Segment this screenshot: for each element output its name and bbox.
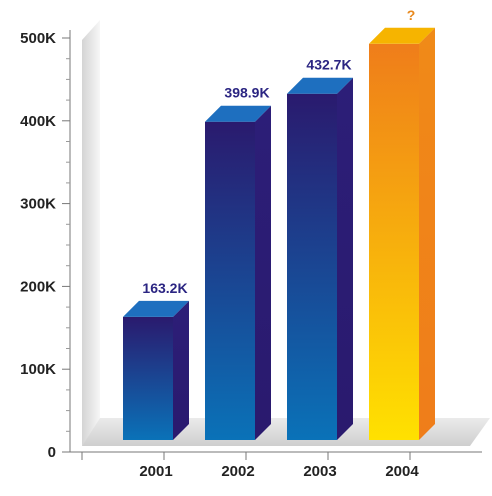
bar-front-face [287,93,337,441]
y-axis-ticks: 0 100K 200K 300K 400K 500K [20,30,70,461]
y-tick-label: 400K [20,113,56,130]
data-labels: 163.2K 398.9K 432.7K? [142,7,415,296]
bar-front-face [123,316,173,440]
bar-front-face [205,121,255,440]
bar-top-face [287,77,353,94]
y-tick-label: 500K [20,30,56,47]
y-tick-label: 300K [20,196,56,213]
bar-top-face [369,27,435,44]
bar-side-face [419,27,435,441]
y-tick-label: 100K [20,361,56,378]
bar-2001 [123,300,189,440]
bar-top-face [123,300,189,317]
bars [123,27,435,441]
x-tick-label: 2003 [303,463,336,480]
y-tick-label: 200K [20,278,56,295]
bar-2003 [287,77,353,441]
x-tick-label: 2001 [139,463,172,480]
data-label-2004: ? [407,7,416,23]
data-label-2003: 432.7K [306,57,351,73]
x-axis-ticks: 2001 2002 2003 2004 [81,452,419,480]
bar-2002 [205,105,271,440]
data-label-2001: 163.2K [142,280,187,296]
bar-side-face [337,77,353,441]
bar-front-face [369,43,419,441]
bar-side-face [173,300,189,440]
chart-back-wall [82,20,100,446]
y-tick-label: 0 [48,444,56,461]
bar-side-face [255,105,271,440]
data-label-2002: 398.9K [224,85,269,101]
x-tick-label: 2004 [385,463,419,480]
x-tick-label: 2002 [221,463,254,480]
bar-2004 [369,27,435,441]
bar-top-face [205,105,271,122]
